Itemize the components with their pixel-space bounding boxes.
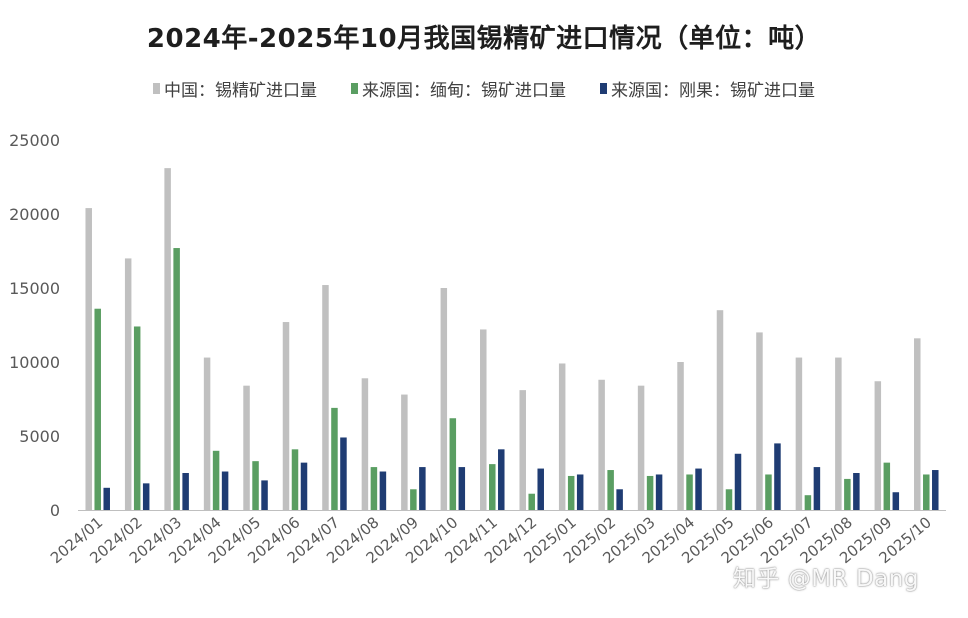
bar-series-0: [598, 379, 605, 510]
bar-series-0: [480, 329, 487, 510]
bar-series-2: [537, 468, 544, 510]
bar-series-1: [331, 407, 338, 510]
bar-series-0: [164, 168, 171, 510]
legend-item-myanmar: 来源国：缅甸：锡矿进口量: [351, 76, 566, 101]
bar-series-0: [85, 208, 92, 510]
bar-series-2: [103, 487, 110, 510]
bar-series-1: [883, 462, 891, 510]
bar-series-0: [519, 390, 526, 510]
bar-series-1: [489, 464, 496, 510]
bar-series-2: [813, 467, 821, 510]
y-tick-label: 15000: [9, 279, 60, 298]
bar-series-2: [774, 443, 781, 510]
bar-series-1: [94, 308, 101, 510]
bar-series-1: [765, 474, 772, 510]
bar-series-2: [458, 467, 466, 510]
chart-title: 2024年-2025年10月我国锡精矿进口情况（单位：吨）: [146, 24, 822, 54]
bar-series-0: [322, 285, 329, 510]
legend-label-myanmar: 来源国：缅甸：锡矿进口量: [362, 81, 566, 101]
bar-series-2: [853, 473, 860, 510]
bar-series-1: [923, 474, 930, 510]
bar-series-0: [203, 357, 211, 510]
bar-series-2: [300, 462, 308, 510]
bar-series-1: [804, 495, 812, 510]
bar-series-1: [173, 248, 180, 511]
bar-series-0: [361, 378, 369, 510]
bar-series-1: [449, 418, 457, 510]
bar-series-1: [410, 489, 417, 510]
legend-swatch-myanmar: [351, 83, 358, 94]
bar-series-2: [695, 468, 702, 510]
legend-label-china: 中国：锡精矿进口量: [164, 81, 317, 101]
chart-legend: 中国：锡精矿进口量 来源国：缅甸：锡矿进口量 来源国：刚果：锡矿进口量: [0, 76, 968, 101]
bar-series-0: [558, 363, 566, 510]
bar-series-0: [874, 381, 882, 510]
bar-series-1: [646, 475, 654, 510]
y-tick-label: 10000: [9, 353, 60, 372]
bar-series-1: [567, 475, 575, 510]
bar-series-2: [182, 473, 189, 510]
bar-series-2: [932, 470, 939, 510]
bar-series-2: [655, 474, 663, 510]
y-tick-label: 25000: [9, 131, 60, 150]
bar-series-0: [914, 338, 921, 510]
y-tick-label: 20000: [9, 205, 60, 224]
bar-series-0: [756, 332, 763, 510]
bar-series-0: [401, 394, 408, 510]
bar-series-2: [616, 489, 623, 510]
bar-series-0: [440, 288, 448, 510]
bar-series-0: [124, 258, 132, 510]
bar-series-2: [261, 480, 268, 510]
bar-series-1: [725, 489, 733, 510]
legend-swatch-congo: [600, 83, 607, 94]
y-tick-label: 5000: [19, 427, 60, 446]
bar-series-1: [686, 474, 693, 510]
legend-item-china: 中国：锡精矿进口量: [153, 76, 317, 101]
bar-series-1: [370, 467, 378, 510]
y-tick-label: 0: [50, 501, 60, 520]
bar-series-2: [419, 467, 426, 510]
bar-series-0: [795, 357, 803, 510]
bar-series-1: [607, 470, 614, 510]
bar-series-2: [576, 474, 584, 510]
bar-series-0: [716, 310, 724, 510]
bar-series-1: [252, 461, 259, 510]
bar-series-1: [133, 326, 141, 510]
bar-series-0: [282, 322, 290, 510]
bar-series-2: [734, 453, 742, 510]
bar-series-0: [677, 362, 684, 510]
bar-series-0: [637, 385, 645, 510]
bar-series-2: [340, 437, 347, 510]
bar-series-2: [221, 471, 229, 510]
bar-series-0: [243, 385, 250, 510]
legend-swatch-china: [153, 83, 160, 94]
bar-series-1: [528, 493, 535, 510]
bar-series-1: [844, 478, 851, 510]
legend-item-congo: 来源国：刚果：锡矿进口量: [600, 76, 815, 101]
bar-series-2: [498, 449, 505, 510]
bar-series-2: [379, 471, 387, 510]
bar-series-0: [835, 357, 842, 510]
bar-series-1: [291, 449, 299, 510]
bar-series-2: [892, 492, 900, 510]
legend-label-congo: 来源国：刚果：锡矿进口量: [611, 81, 815, 101]
bar-series-2: [142, 483, 150, 510]
watermark-text: 知乎 @MR Dang: [733, 566, 919, 592]
bar-series-1: [212, 450, 220, 510]
